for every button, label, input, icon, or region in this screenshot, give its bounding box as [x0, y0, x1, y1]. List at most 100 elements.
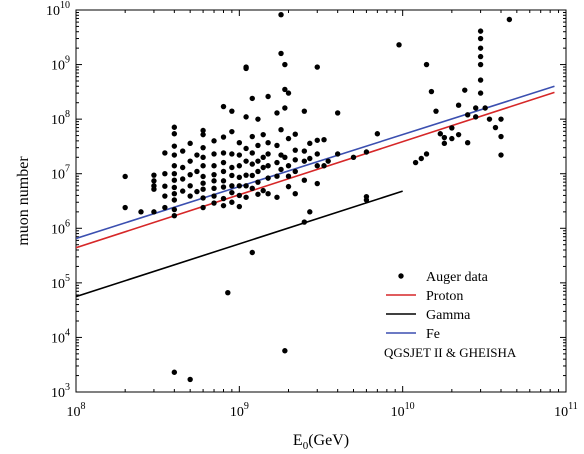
- axis-tick-labels: 108 109 1010 1011 103 104 105 106 107 108 109 1010: [46, 0, 578, 420]
- data-point: [249, 172, 255, 179]
- legend-label-fe: Fe: [426, 327, 440, 342]
- data-point: [236, 152, 243, 158]
- data-point: [179, 176, 186, 182]
- data-point: [314, 64, 320, 70]
- data-point: [187, 376, 193, 383]
- x-axis-label: E0(GeV): [293, 432, 349, 452]
- data-point: [307, 140, 313, 147]
- data-point: [151, 178, 157, 184]
- data-point: [282, 154, 288, 160]
- data-point: [321, 163, 327, 169]
- data-point: [285, 173, 292, 179]
- data-point: [477, 77, 484, 83]
- data-point: [200, 173, 206, 180]
- data-point: [171, 197, 178, 203]
- data-point: [220, 159, 227, 166]
- data-point: [187, 193, 193, 199]
- y-tick-label: 1010: [46, 0, 70, 19]
- series-lines: [76, 85, 555, 298]
- data-point: [449, 125, 455, 131]
- data-point: [255, 158, 261, 164]
- data-point: [229, 164, 235, 171]
- data-point: [255, 142, 261, 149]
- data-point: [278, 127, 284, 133]
- data-point: [455, 131, 462, 138]
- data-point: [363, 149, 370, 155]
- data-point: [482, 105, 488, 111]
- data-point: [171, 143, 178, 149]
- data-point: [220, 134, 227, 140]
- data-point: [200, 186, 206, 192]
- data-point: [274, 194, 280, 200]
- data-point: [274, 173, 280, 179]
- data-point: [194, 188, 200, 195]
- data-point: [433, 108, 439, 114]
- y-tick-label: 104: [51, 327, 70, 346]
- axis-ticks: [75, 10, 566, 393]
- data-point: [220, 168, 227, 175]
- data-point: [462, 87, 468, 93]
- data-point: [285, 90, 292, 96]
- data-point: [225, 290, 231, 296]
- data-point: [200, 204, 206, 211]
- y-tick-label: 109: [51, 55, 70, 74]
- y-tick-label: 106: [51, 218, 70, 237]
- data-point: [229, 128, 235, 135]
- x-tick-label: 109: [230, 401, 249, 420]
- data-point: [187, 158, 193, 164]
- x-axis-label-subscript: 0: [303, 440, 309, 452]
- data-point: [307, 209, 313, 215]
- data-point: [282, 105, 288, 111]
- legend-swatch-auger-data: [398, 273, 404, 279]
- x-axis-label-main: E: [293, 432, 303, 449]
- data-point: [243, 194, 249, 200]
- data-point: [151, 172, 157, 178]
- data-point: [321, 137, 327, 143]
- data-point: [418, 155, 424, 162]
- data-point: [249, 249, 255, 256]
- data-point: [236, 163, 243, 169]
- data-point: [292, 168, 298, 175]
- data-point: [307, 155, 313, 162]
- data-point: [162, 204, 168, 211]
- data-point: [211, 138, 217, 144]
- data-point: [314, 151, 320, 157]
- data-point: [506, 16, 513, 23]
- data-point: [171, 206, 178, 213]
- data-point: [151, 183, 157, 189]
- data-point: [220, 202, 227, 209]
- data-point: [498, 133, 504, 140]
- data-point: [249, 161, 255, 167]
- data-point: [278, 12, 284, 18]
- data-point: [200, 180, 206, 186]
- data-point: [292, 131, 298, 137]
- data-point: [301, 108, 308, 114]
- data-point: [396, 42, 402, 48]
- data-point: [229, 151, 235, 157]
- data-point: [122, 204, 128, 211]
- data-point: [301, 158, 308, 164]
- data-point: [243, 65, 249, 72]
- data-points: [122, 12, 513, 383]
- y-tick-label: 107: [51, 164, 70, 183]
- data-point: [211, 163, 217, 169]
- data-point: [179, 188, 186, 194]
- data-point: [423, 61, 430, 68]
- data-point: [211, 178, 217, 184]
- data-point: [187, 183, 193, 189]
- data-point: [243, 172, 249, 178]
- data-point: [211, 200, 217, 206]
- data-point: [171, 191, 178, 197]
- data-point: [265, 140, 271, 146]
- data-point: [274, 159, 280, 166]
- data-point: [363, 197, 370, 203]
- data-point: [171, 213, 178, 219]
- data-point: [249, 95, 255, 102]
- legend-label-proton: Proton: [426, 289, 463, 304]
- data-point: [171, 131, 178, 137]
- x-tick-label: 108: [67, 401, 86, 420]
- data-point: [265, 151, 271, 157]
- data-point: [278, 50, 284, 57]
- legend-label-auger-data: Auger data: [426, 270, 489, 285]
